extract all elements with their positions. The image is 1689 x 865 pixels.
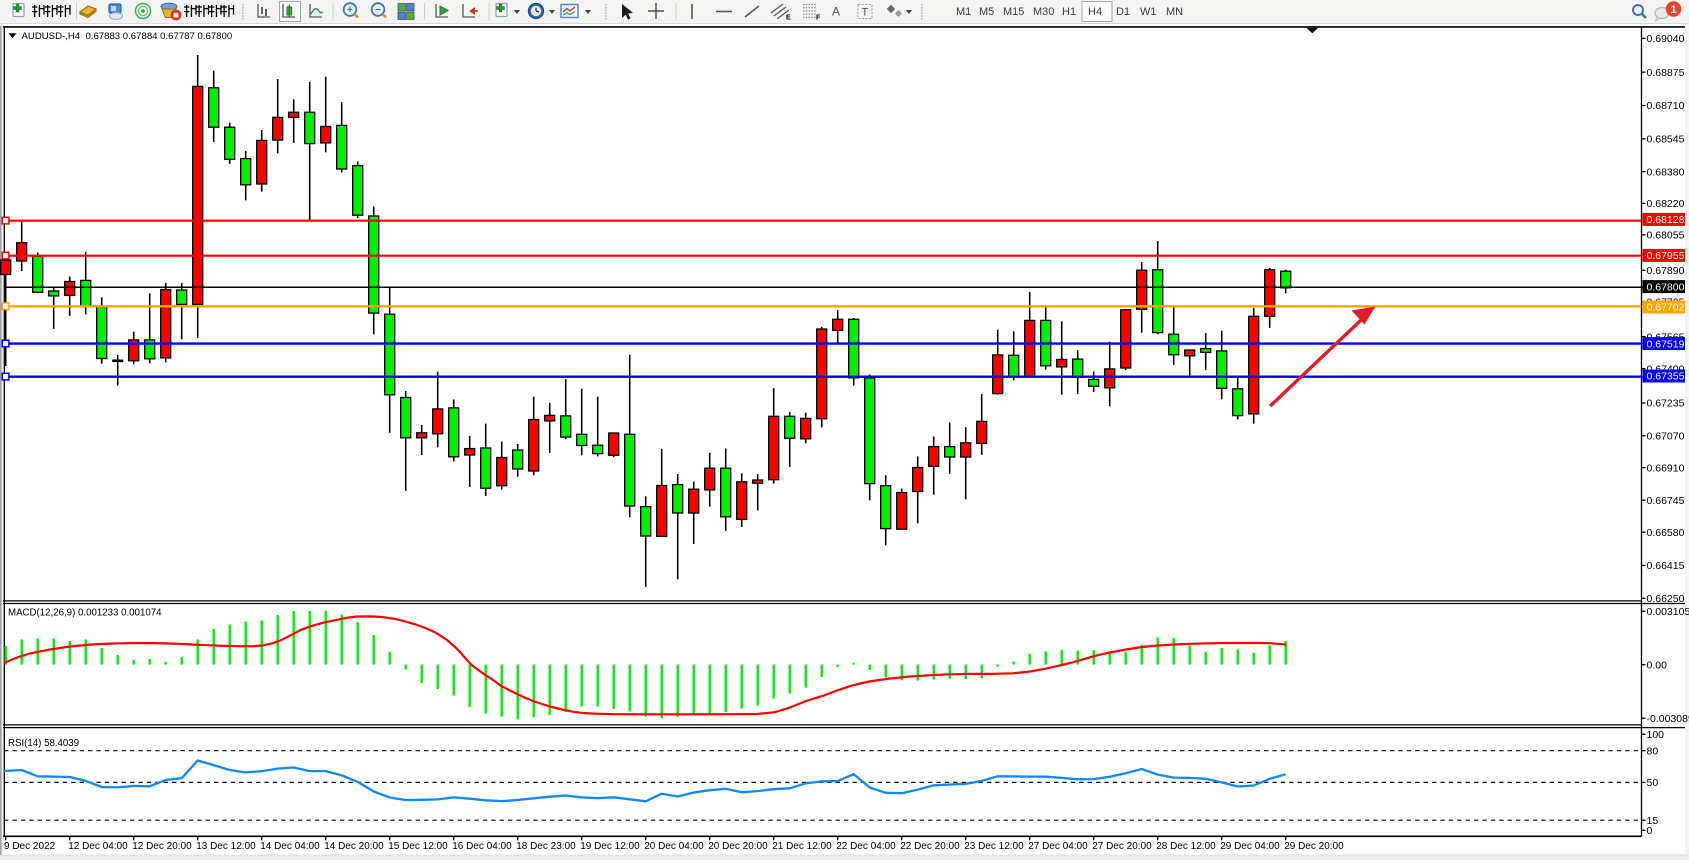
svg-text:1: 1: [1670, 4, 1676, 16]
svg-text:16 Dec 04:00: 16 Dec 04:00: [452, 841, 512, 852]
svg-text:0.67070: 0.67070: [1647, 431, 1685, 443]
svg-text:0.68380: 0.68380: [1647, 166, 1685, 178]
svg-text:28 Dec 12:00: 28 Dec 12:00: [1156, 841, 1216, 852]
svg-text:27 Dec 20:00: 27 Dec 20:00: [1092, 841, 1152, 852]
svg-text:0.68128: 0.68128: [1647, 214, 1685, 226]
svg-text:22 Dec 20:00: 22 Dec 20:00: [900, 841, 960, 852]
svg-text:0.67890: 0.67890: [1647, 265, 1685, 277]
svg-text:0: 0: [1647, 825, 1653, 837]
svg-text:18 Dec 23:00: 18 Dec 23:00: [516, 841, 576, 852]
svg-text:D1: D1: [1116, 6, 1130, 18]
svg-text:AUDUSD-,H4 0.67883 0.67884 0.: AUDUSD-,H4 0.67883 0.67884 0.67787 0.678…: [22, 31, 233, 42]
svg-text:50: 50: [1647, 777, 1659, 789]
svg-text:80: 80: [1647, 745, 1659, 757]
svg-text:21 Dec 12:00: 21 Dec 12:00: [772, 841, 832, 852]
svg-text:−: −: [375, 4, 381, 16]
svg-text:MN: MN: [1166, 6, 1183, 18]
svg-text:0.67355: 0.67355: [1647, 371, 1685, 383]
svg-text:14 Dec 04:00: 14 Dec 04:00: [260, 841, 320, 852]
svg-text:0.66745: 0.66745: [1647, 495, 1685, 507]
svg-text:27 Dec 04:00: 27 Dec 04:00: [1028, 841, 1088, 852]
svg-text:0.003105: 0.003105: [1647, 606, 1689, 618]
svg-text:0.67800: 0.67800: [1647, 281, 1685, 293]
svg-text:0.67702: 0.67702: [1647, 302, 1685, 314]
svg-text:0.67235: 0.67235: [1647, 398, 1685, 410]
svg-text:W1: W1: [1140, 6, 1157, 18]
svg-text:0.67955: 0.67955: [1647, 250, 1685, 262]
svg-text:E: E: [786, 15, 791, 22]
svg-text:0.68710: 0.68710: [1647, 100, 1685, 112]
svg-text:20 Dec 04:00: 20 Dec 04:00: [644, 841, 704, 852]
svg-text:MACD(12,26,9) 0.001233 0.00107: MACD(12,26,9) 0.001233 0.001074: [8, 608, 162, 619]
svg-text:M5: M5: [979, 6, 994, 18]
svg-text:0.66580: 0.66580: [1647, 527, 1685, 539]
svg-text:0.68875: 0.68875: [1647, 67, 1685, 79]
svg-text:29 Dec 20:00: 29 Dec 20:00: [1284, 841, 1344, 852]
svg-text:M15: M15: [1003, 6, 1024, 18]
svg-text:19 Dec 12:00: 19 Dec 12:00: [580, 841, 640, 852]
svg-text:M30: M30: [1033, 6, 1054, 18]
svg-text:12 Dec 04:00: 12 Dec 04:00: [68, 841, 128, 852]
svg-text:RSI(14) 58.4039: RSI(14) 58.4039: [8, 738, 79, 749]
svg-text:0.00: 0.00: [1647, 659, 1668, 671]
svg-text:13 Dec 12:00: 13 Dec 12:00: [196, 841, 256, 852]
svg-text:0.67519: 0.67519: [1647, 338, 1685, 350]
svg-text:23 Dec 12:00: 23 Dec 12:00: [964, 841, 1024, 852]
svg-text:M1: M1: [956, 6, 971, 18]
svg-text:0.69040: 0.69040: [1647, 33, 1685, 45]
svg-text:22 Dec 04:00: 22 Dec 04:00: [836, 841, 896, 852]
svg-text:0.66250: 0.66250: [1647, 593, 1685, 605]
svg-text:+: +: [347, 4, 353, 16]
svg-text:9 Dec 2022: 9 Dec 2022: [4, 841, 56, 852]
svg-text:-0.003089: -0.003089: [1647, 713, 1689, 725]
svg-text:0.68055: 0.68055: [1647, 230, 1685, 242]
svg-text:0.68545: 0.68545: [1647, 134, 1685, 146]
svg-text:14 Dec 20:00: 14 Dec 20:00: [324, 841, 384, 852]
svg-text:12 Dec 20:00: 12 Dec 20:00: [132, 841, 192, 852]
svg-text:100: 100: [1647, 729, 1665, 741]
svg-text:A: A: [832, 5, 840, 19]
svg-text:0.66415: 0.66415: [1647, 560, 1685, 572]
svg-text:0.68220: 0.68220: [1647, 198, 1685, 210]
svg-text:20 Dec 20:00: 20 Dec 20:00: [708, 841, 768, 852]
svg-text:T: T: [862, 7, 869, 19]
svg-text:0.66910: 0.66910: [1647, 462, 1685, 474]
svg-text:29 Dec 04:00: 29 Dec 04:00: [1220, 841, 1280, 852]
svg-text:15 Dec 12:00: 15 Dec 12:00: [388, 841, 448, 852]
svg-text:H1: H1: [1062, 6, 1076, 18]
svg-text:F: F: [816, 15, 821, 22]
svg-text:H4: H4: [1088, 6, 1102, 18]
